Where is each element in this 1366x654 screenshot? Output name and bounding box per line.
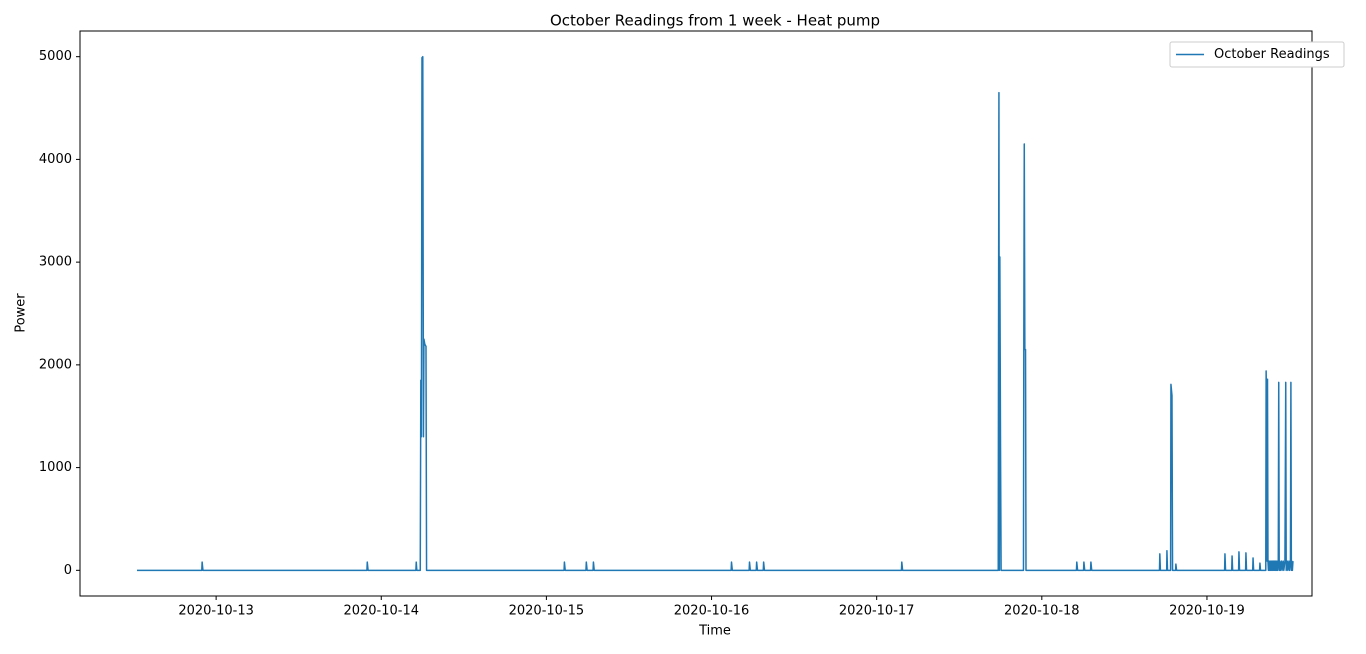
x-tick-label: 2020-10-15	[509, 604, 585, 619]
y-tick-label: 3000	[39, 255, 72, 270]
y-tick-label: 5000	[39, 49, 72, 64]
legend: October Readings	[1169, 41, 1345, 68]
y-axis-label: Power	[14, 293, 29, 333]
x-tick-label: 2020-10-16	[674, 604, 750, 619]
y-tick-label: 2000	[39, 357, 72, 372]
plot-area	[137, 55, 1294, 572]
x-tick-label: 2020-10-18	[1004, 604, 1080, 619]
legend-box	[1169, 41, 1345, 68]
x-tick-label: 2020-10-14	[343, 604, 419, 619]
legend-label: October Readings	[1214, 47, 1330, 62]
chart-title: October Readings from 1 week - Heat pump	[550, 12, 880, 30]
x-tick-label: 2020-10-17	[839, 604, 915, 619]
data-line	[137, 55, 1294, 572]
axes-frame	[79, 30, 1313, 597]
y-tick-label: 1000	[39, 460, 72, 475]
x-tick-label: 2020-10-13	[178, 604, 254, 619]
y-tick-label: 4000	[39, 152, 72, 167]
y-tick-label: 0	[64, 563, 72, 578]
x-axis-label: Time	[698, 624, 731, 639]
x-tick-label: 2020-10-19	[1169, 604, 1245, 619]
